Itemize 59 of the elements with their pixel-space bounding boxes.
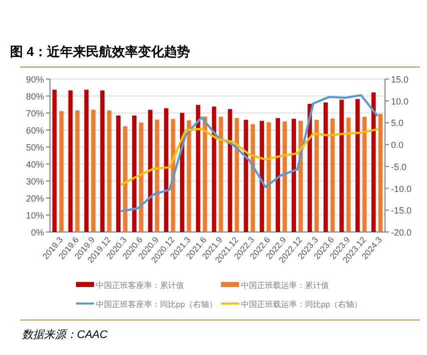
bar [346,118,351,232]
bar [314,120,319,232]
bar [308,104,312,232]
y-tick-label: 80% [26,92,44,102]
bar [107,110,112,232]
bar [139,122,144,232]
y-tick-label: 0% [30,228,44,238]
bar [228,109,232,232]
bar [218,116,224,232]
bar [154,120,160,232]
legend-label: 中国正班客座率：同比pp（右轴） [96,300,217,309]
bar [68,90,73,232]
legend-label: 中国正班载运率：累计值 [241,281,329,290]
bar [52,90,57,232]
y2-tick-label: 10.0 [391,96,409,106]
bar [123,126,128,232]
bar [250,124,256,232]
bar [324,102,328,232]
y-tick-label: 20% [26,194,44,204]
bar [132,116,136,232]
bar [148,110,152,232]
bar [234,118,240,232]
y2-tick-label: 15.0 [391,74,409,84]
bar [164,108,168,232]
bar [378,114,383,232]
y2-tick-label: -5.0 [391,162,407,172]
y-tick-label: 50% [26,142,44,152]
bar [292,118,296,232]
bar [59,111,64,232]
y2-tick-label: 5.0 [391,118,404,128]
y-tick-label: 30% [26,176,44,186]
y-tick-label: 90% [26,74,44,84]
bar [362,116,367,232]
y2-tick-label: -10.0 [391,184,412,194]
bar [100,90,105,232]
y2-tick-label: -20.0 [391,228,412,238]
legend-label: 中国正班载运率：同比pp（右轴） [241,300,362,309]
bar [276,118,280,232]
bar [355,99,360,232]
y2-tick-label: 0.0 [391,140,404,150]
bar [84,90,89,232]
y-tick-label: 40% [26,160,44,170]
legend-label: 中国正班客座率：累计值 [96,281,184,290]
y-tick-label: 60% [26,126,44,136]
line-series [120,128,378,186]
bar [75,110,80,232]
line-series [120,94,378,212]
bar [282,122,287,232]
bar [116,116,120,232]
source-note: 数据来源：CAAC [22,328,108,341]
bar [91,110,96,232]
chart-title: 图 4：近年来民航效率变化趋势 [10,44,190,59]
bar [266,122,271,232]
bar [196,104,200,232]
y-tick-label: 70% [26,108,44,118]
y2-tick-label: -15.0 [391,206,412,216]
y-tick-label: 10% [26,210,44,220]
bar [330,118,335,232]
bar [340,100,344,232]
